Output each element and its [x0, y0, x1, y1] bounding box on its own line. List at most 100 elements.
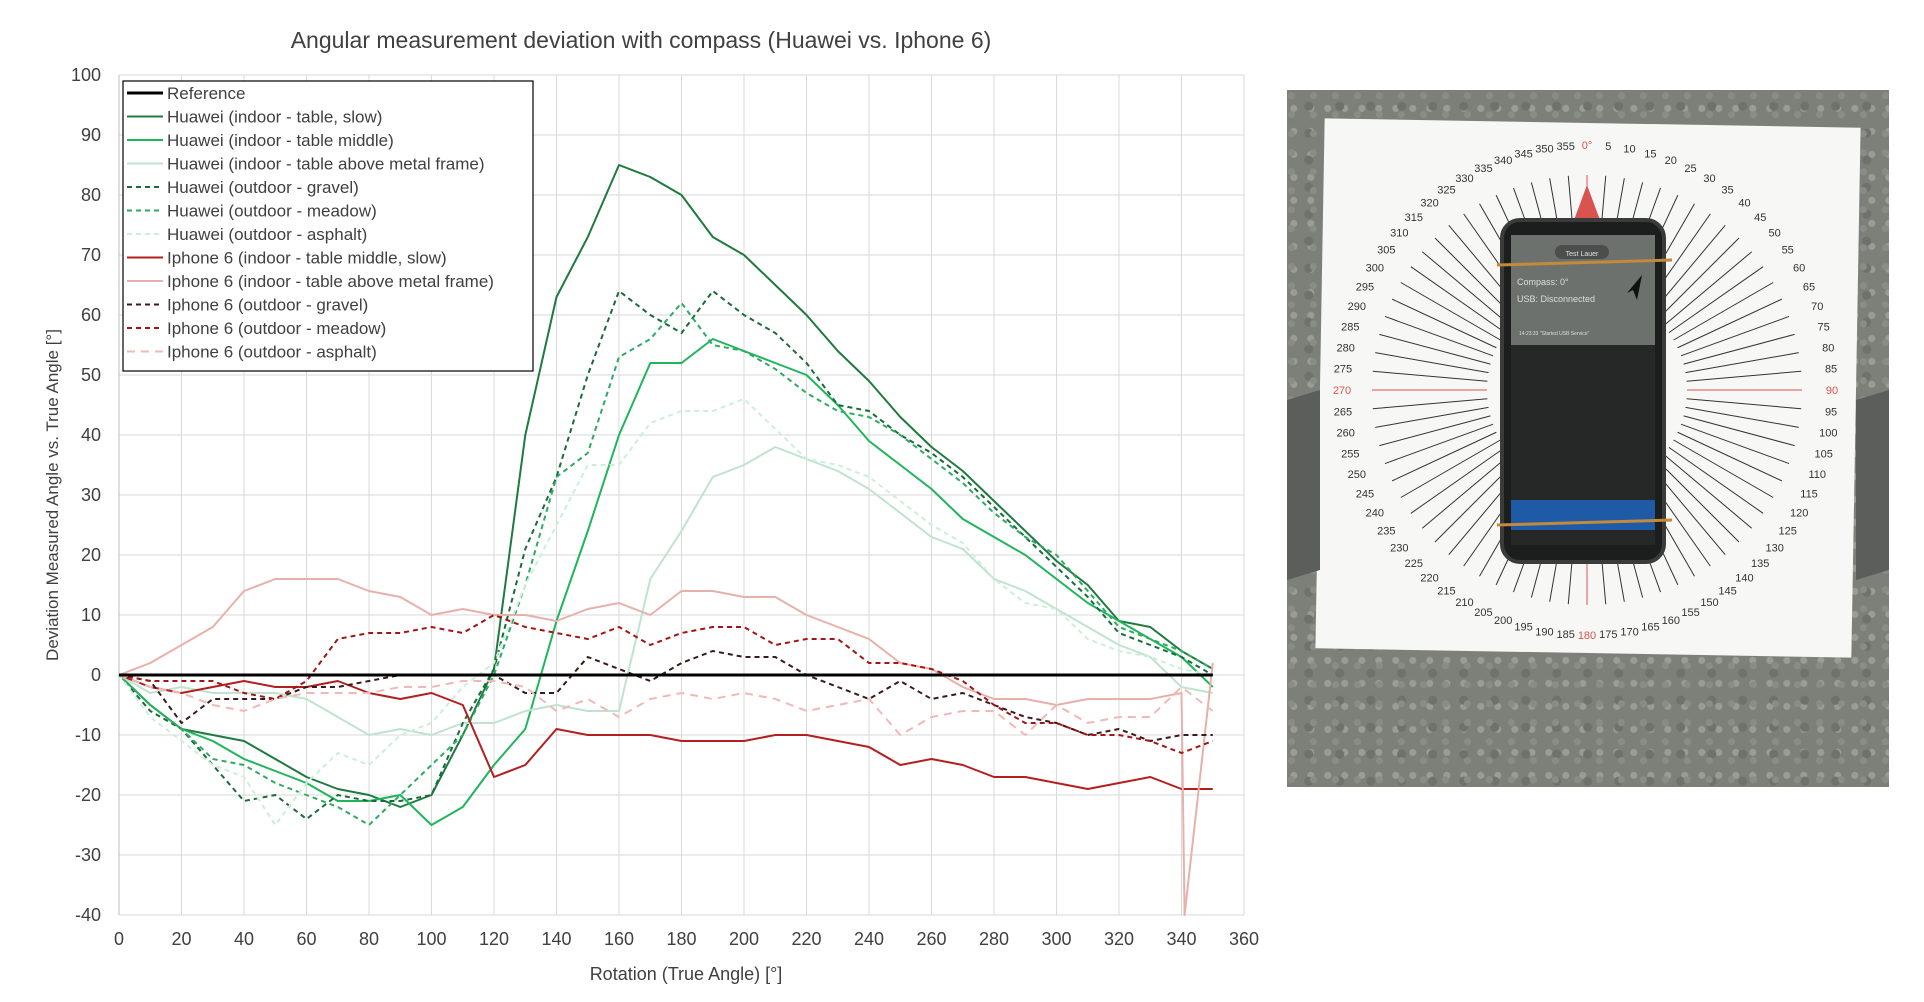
compass-degree-label: 20 — [1665, 155, 1677, 167]
series-line — [118, 302, 1214, 826]
compass-ray — [1379, 415, 1491, 447]
compass-degree-label: 280 — [1337, 342, 1355, 354]
chart-ticks: 0 20 40 60 80 100 120 140 160 180 200 220 240 260 280 3… — [71, 65, 1259, 949]
compass-degree-label: 180 — [1578, 630, 1596, 642]
compass-ray — [1372, 398, 1488, 410]
rubber-band-top — [1496, 258, 1673, 267]
phone-compass-status: Compass: 0° — [1517, 277, 1569, 287]
compass-ray — [1372, 370, 1488, 382]
x-tick-label: 100 — [416, 929, 446, 949]
legend-label: Huawei (indoor - table, slow) — [167, 108, 382, 127]
compass-degree-label: 190 — [1535, 626, 1553, 638]
legend-label: Iphone 6 (outdoor - meadow) — [167, 319, 386, 338]
compass-ray — [1375, 352, 1489, 374]
compass-degree-label: 230 — [1390, 542, 1408, 554]
y-tick-label: 0 — [91, 665, 101, 685]
compass-degree-label: 60 — [1793, 263, 1805, 275]
phone-app-header — [1555, 245, 1609, 259]
deviation-chart: 0 20 40 60 80 100 120 140 160 180 200 220 240 260 280 3… — [43, 27, 1259, 984]
series-line — [118, 338, 1214, 826]
compass-degree-label: 75 — [1818, 322, 1830, 334]
compass-ray — [1686, 398, 1802, 410]
compass-ray — [1677, 431, 1783, 482]
compass-ray — [1668, 446, 1764, 514]
compass-ray — [1375, 406, 1489, 428]
compass-degree-label: 185 — [1556, 629, 1574, 641]
compass-degree-label: 155 — [1681, 607, 1699, 619]
rubber-band-bottom — [1496, 518, 1673, 527]
compass-degree-label: 120 — [1790, 508, 1808, 520]
compass-degree-label: 165 — [1641, 622, 1659, 634]
compass-degree-label: 195 — [1514, 622, 1532, 634]
y-tick-label: 50 — [81, 365, 101, 385]
y-tick-label: -20 — [75, 785, 101, 805]
compass-degree-label: 205 — [1474, 607, 1492, 619]
compass-degree-label: 125 — [1779, 526, 1797, 538]
y-tick-label: -30 — [75, 845, 101, 865]
compass-ray — [1680, 315, 1790, 357]
x-tick-label: 80 — [359, 929, 379, 949]
y-tick-label: 80 — [81, 185, 101, 205]
compass-degree-label: 345 — [1514, 148, 1532, 160]
chart-title: Angular measurement deviation with compa… — [291, 27, 992, 53]
legend-label: Iphone 6 (indoor - table middle, slow) — [167, 249, 447, 268]
legend-label: Huawei (outdoor - gravel) — [167, 178, 359, 197]
compass-degree-label: 95 — [1825, 406, 1837, 418]
x-tick-label: 300 — [1041, 929, 1071, 949]
series-line — [118, 164, 1214, 808]
compass-degree-label: 70 — [1811, 301, 1823, 313]
compass-degree-label: 240 — [1366, 508, 1384, 520]
compass-ray — [1421, 453, 1511, 529]
compass-degree-label: 135 — [1751, 558, 1769, 570]
y-tick-label: 30 — [81, 485, 101, 505]
y-tick-label: 60 — [81, 305, 101, 325]
compass-degree-label: 80 — [1822, 342, 1834, 354]
compass-ray — [1391, 431, 1497, 482]
y-tick-label: -10 — [75, 725, 101, 745]
x-tick-label: 220 — [791, 929, 821, 949]
compass-degree-label: 290 — [1348, 301, 1366, 313]
compass-ray — [1410, 446, 1506, 514]
compass-degree-label: 300 — [1366, 263, 1384, 275]
x-tick-label: 140 — [541, 929, 571, 949]
compass-degree-label: 10 — [1623, 144, 1635, 156]
compass-degree-label: 275 — [1334, 364, 1352, 376]
compass-degree-label: 115 — [1800, 489, 1818, 501]
compass-degree-label: 65 — [1803, 281, 1815, 293]
compass-degree-label: 355 — [1556, 141, 1574, 153]
compass-degree-label: 130 — [1766, 542, 1784, 554]
compass-degree-label: 30 — [1703, 173, 1715, 185]
y-tick-label: 100 — [71, 65, 101, 85]
compass-ray — [1677, 298, 1783, 349]
compass-ray — [1384, 315, 1494, 357]
x-tick-label: 0 — [114, 929, 124, 949]
compass-ray — [1680, 423, 1790, 465]
legend-label: Huawei (outdoor - asphalt) — [167, 225, 367, 244]
x-tick-label: 20 — [171, 929, 191, 949]
phone-bottom-nav — [1511, 500, 1655, 530]
compass-ray — [1673, 439, 1774, 498]
x-tick-label: 120 — [479, 929, 509, 949]
x-tick-label: 240 — [854, 929, 884, 949]
y-tick-label: 40 — [81, 425, 101, 445]
series-line — [118, 674, 1213, 790]
series-line — [118, 446, 1213, 736]
x-tick-label: 180 — [666, 929, 696, 949]
legend-label: Huawei (outdoor - meadow) — [167, 202, 377, 221]
compass-degree-label: 160 — [1662, 615, 1680, 627]
compass-ray — [1421, 251, 1511, 327]
compass-degree-label: 245 — [1356, 489, 1374, 501]
compass-ray — [1379, 333, 1491, 365]
compass-degree-label: 310 — [1390, 228, 1408, 240]
north-arrow-icon — [1574, 185, 1600, 220]
compass-ray — [1657, 460, 1740, 543]
compass-degree-label: 295 — [1356, 281, 1374, 293]
x-tick-label: 260 — [916, 929, 946, 949]
phone-log-line: 14:23:33 "Started USB Service" — [1519, 331, 1589, 337]
compass-degree-label: 140 — [1735, 573, 1753, 585]
compass-degree-label: 150 — [1700, 597, 1718, 609]
series-line — [118, 290, 1214, 820]
series-line — [118, 578, 1214, 916]
legend-label: Huawei (indoor - table above metal frame… — [167, 155, 484, 174]
compass-ray — [1685, 406, 1799, 428]
